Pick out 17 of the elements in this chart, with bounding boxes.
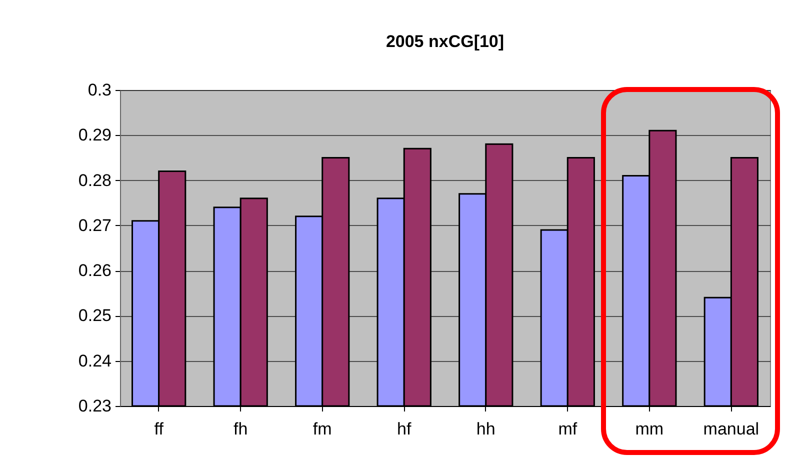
x-tick-label: mm: [635, 420, 664, 438]
x-tick-label: hf: [397, 420, 412, 438]
y-tick-label: 0.26: [78, 261, 112, 280]
x-tick-label: manual: [703, 420, 760, 438]
x-tick-label: fh: [234, 420, 248, 438]
y-tick-label: 0.25: [78, 306, 112, 326]
y-tick-label: 0.23: [78, 396, 112, 416]
chart-title: 2005 nxCG[10]: [386, 32, 504, 51]
x-tick-label: fm: [312, 420, 332, 438]
y-tick-label: 0.29: [78, 126, 112, 145]
x-tick-label: ff: [154, 420, 164, 438]
y-tick-label: 0.24: [78, 351, 112, 370]
y-tick-label: 0.28: [78, 170, 112, 190]
y-tick-label: 0.27: [78, 216, 112, 235]
x-tick-label: mf: [558, 420, 578, 438]
y-tick-label: 0.3: [88, 80, 112, 100]
x-tick-label: hh: [476, 420, 496, 438]
